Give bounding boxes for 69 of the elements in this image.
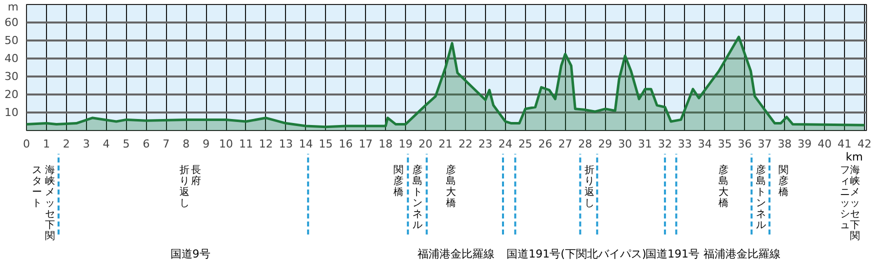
text: 折り返し (584, 164, 595, 210)
x-tick-label: 19 (398, 138, 413, 150)
x-axis-title: km (846, 150, 863, 164)
x-tick-label: 26 (538, 138, 552, 150)
x-tick-label: 3 (82, 138, 90, 150)
x-tick-label: 39 (798, 138, 812, 150)
text: 彦島大橋 (446, 164, 456, 210)
x-tick-label: 10 (219, 138, 234, 150)
y-tick-label: 20 (4, 88, 19, 101)
x-tick-label: 4 (102, 138, 110, 150)
x-tick-label: 1 (42, 138, 50, 150)
x-tick-label: 29 (598, 138, 612, 150)
x-tick-label: 23 (478, 138, 492, 150)
x-tick-label: 35 (718, 138, 732, 150)
x-tick-label: 37 (758, 138, 772, 150)
x-tick-label: 0 (23, 138, 30, 150)
text: スタート (32, 165, 42, 210)
text: 関彦橋 (393, 165, 404, 198)
x-tick-label: 27 (558, 138, 572, 150)
x-tick-label: 34 (698, 138, 712, 150)
x-tick-label: 11 (238, 138, 253, 150)
text: 海峡メッセ下関 (850, 164, 860, 242)
x-tick-label: 15 (318, 138, 333, 150)
text: 福浦港金比羅線 (704, 247, 781, 260)
text: 彦島大橋 (718, 164, 728, 210)
y-tick-label: 10 (4, 106, 19, 119)
x-tick-label: 17 (358, 138, 373, 150)
text: 国道9号 (170, 247, 210, 260)
x-tick-label: 16 (338, 138, 353, 150)
text: フィニッシュ (840, 165, 850, 232)
text: 彦島トンネル (756, 164, 766, 232)
x-tick-label: 9 (202, 138, 210, 150)
y-tick-label: 40 (4, 52, 19, 65)
x-tick-label: 42 (858, 138, 872, 150)
text: 国道191号(下関北バイパス) (506, 247, 646, 260)
text: 折り返し (180, 164, 190, 210)
x-tick-label: 21 (438, 138, 453, 150)
text: 長府 (191, 165, 202, 188)
x-tick-label: 5 (122, 138, 130, 150)
x-tick-label: 41 (838, 138, 852, 150)
y-tick-label: 60 (4, 16, 19, 29)
y-tick-label: 50 (4, 34, 19, 47)
x-tick-label: 14 (298, 138, 313, 150)
x-tick-label: 30 (618, 138, 632, 150)
x-tick-label: 12 (258, 138, 273, 150)
x-tick-label: 24 (498, 138, 512, 150)
x-tick-label: 22 (458, 138, 472, 150)
x-tick-label: 18 (378, 138, 393, 150)
text: 国道191号 (645, 247, 700, 260)
x-tick-label: 36 (738, 138, 752, 150)
x-tick-label: 33 (678, 138, 692, 150)
text: 関彦橋 (778, 165, 789, 198)
text: 彦島トンネル (412, 164, 422, 232)
x-tick-label: 8 (182, 138, 190, 150)
x-tick-label: 31 (638, 138, 652, 150)
text: 海峡メッセ下関 (45, 164, 56, 242)
text: 福浦港金比羅線 (417, 247, 494, 260)
x-tick-label: 28 (578, 138, 592, 150)
x-tick-label: 2 (62, 138, 70, 150)
x-tick-label: 7 (162, 138, 170, 150)
x-tick-label: 32 (658, 138, 672, 150)
x-tick-label: 13 (278, 138, 293, 150)
x-tick-label: 38 (778, 138, 792, 150)
x-tick-label: 40 (818, 138, 832, 150)
x-tick-label: 25 (518, 138, 532, 150)
y-tick-label: 30 (4, 70, 19, 83)
y-tick-label: m (8, 0, 19, 14)
x-tick-label: 20 (418, 138, 433, 150)
x-tick-label: 6 (142, 138, 150, 150)
